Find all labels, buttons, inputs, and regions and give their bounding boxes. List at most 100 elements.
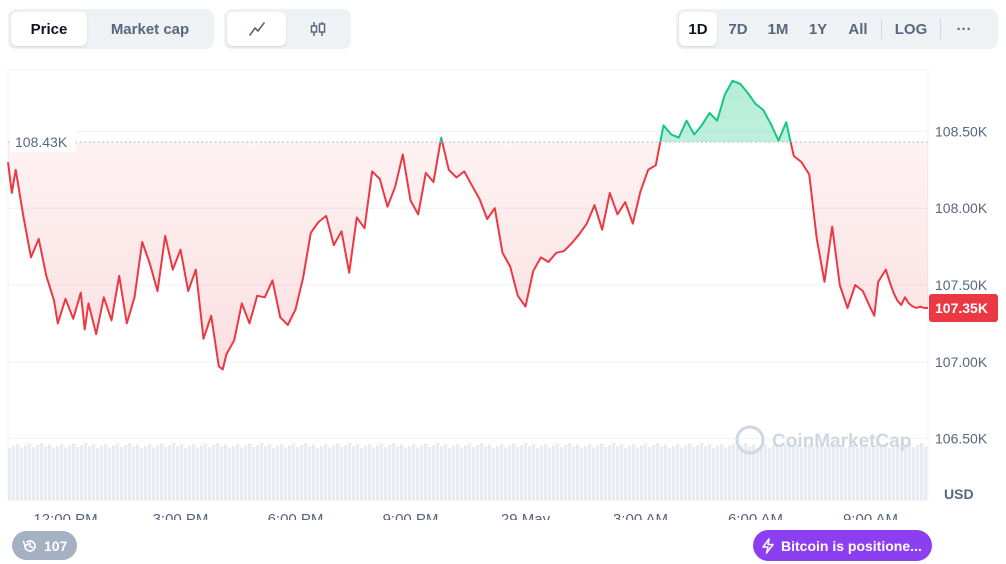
volume-bar [208,447,212,500]
x-tick-label: 3:00 PM [153,511,209,520]
reference-label-bg [10,130,76,153]
volume-bar [52,448,56,500]
volume-bar [548,447,552,500]
y-axis: 106.50K 107.00K 107.50K 108.00K 108.50K 107.3… [929,123,998,502]
range-all-button[interactable]: All [848,20,868,38]
volume-bar [456,444,460,500]
volume-bar [572,446,576,500]
volume-bar [740,445,744,500]
volume-bar [416,447,420,500]
volume-bar [264,446,268,500]
volume-bar [444,444,448,500]
volume-bar [492,448,496,500]
volume-bar [512,443,516,500]
log-scale-button[interactable]: LOG [894,20,928,38]
volume-bar [164,447,168,500]
volume-bar [704,446,708,500]
volume-bar [412,444,416,500]
volume-bar [432,445,436,500]
range-1m-button[interactable]: 1M [767,20,789,38]
volume-bar [520,445,524,500]
y-tick-label: 108.50K [935,123,988,139]
price-chart-svg[interactable]: CoinMarketCap 108.43K 106.50K 107.00K 107.… [0,60,1006,528]
volume-bar [904,445,908,500]
candlestick-chart-button[interactable] [288,12,347,46]
y-tick-label: 106.50K [935,431,988,447]
volume-bar [676,444,680,500]
volume-bar [128,443,132,500]
price-chart[interactable]: CoinMarketCap 108.43K 106.50K 107.00K 107.… [0,60,1006,528]
volume-bar [480,443,484,500]
volume-bar [636,447,640,500]
volume-bar [364,446,368,500]
volume-bar [508,445,512,500]
volume-bar [220,446,224,500]
volume-bar [292,443,296,500]
market-cap-tab[interactable]: Market cap [110,20,190,38]
volume-bar [344,445,348,500]
volume-bar [336,443,340,500]
volume-bar [12,446,16,500]
volume-bar [540,446,544,500]
volume-bar [376,445,380,500]
volume-bar [688,443,692,500]
volume-bar [260,443,264,500]
watermark: CoinMarketCap [735,425,911,455]
volume-bar [428,447,432,500]
volume-bar [764,444,768,500]
line-chart-icon [248,22,265,36]
volume-bar [28,443,32,500]
volume-bar [576,444,580,500]
volume-bar [680,447,684,500]
volume-bar [72,443,76,500]
volume-bar [400,444,404,500]
volume-bar [332,445,336,500]
volume-bar [836,446,840,500]
price-tab[interactable]: Price [11,12,87,46]
volume-bars [8,443,928,500]
volume-bar [44,446,48,500]
volume-bar [160,443,164,500]
volume-bar [248,443,252,500]
volume-bar [908,443,912,500]
price-fill-below [8,142,928,370]
line-chart-button[interactable] [227,12,286,46]
volume-bar [100,446,104,500]
volume-bar [36,445,40,500]
y-tick-label: 107.00K [935,354,988,370]
news-ticker-button[interactable]: Bitcoin is positione... [753,530,932,561]
volume-bar [544,444,548,500]
volume-bar [48,444,52,500]
volume-bar [692,447,696,500]
volume-bar [244,445,248,500]
x-tick-label: 9:00 PM [383,511,439,520]
chart-type-switcher [224,9,351,49]
news-text: Bitcoin is positione... [781,537,922,554]
volume-bar [200,445,204,500]
volume-bar [452,446,456,500]
more-options-button[interactable]: ··· [956,20,972,38]
volume-bar [872,445,876,500]
volume-bar [696,445,700,500]
volume-bar [380,443,384,500]
volume-bar [96,448,100,500]
range-7d-button[interactable]: 7D [728,20,748,38]
range-1y-button[interactable]: 1Y [808,20,828,38]
history-button[interactable]: 107 [12,531,78,560]
volume-bar [808,444,812,500]
volume-bar [300,445,304,500]
volume-bar [84,443,88,500]
volume-bar [440,446,444,500]
volume-bar [240,447,244,500]
volume-bar [116,443,120,500]
volume-bar [768,447,772,500]
volume-bar [644,443,648,500]
currency-label: USD [944,486,974,502]
volume-bar [496,446,500,500]
volume-bar [784,445,788,500]
metric-switcher: Price Market cap [8,9,214,49]
range-1d-button[interactable]: 1D [679,12,717,46]
reference-label: 108.43K [15,134,68,150]
coinmarketcap-logo-icon [735,425,765,455]
volume-bar [816,445,820,500]
